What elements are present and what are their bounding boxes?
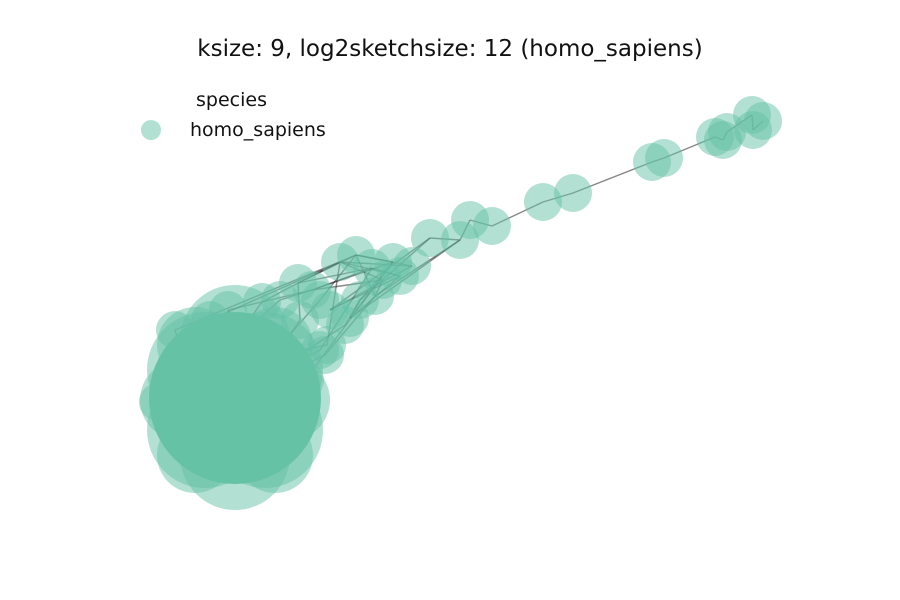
chart-title: ksize: 9, log2sketchsize: 12 (homo_sapie… (197, 36, 703, 62)
network-node (554, 174, 592, 212)
network-node (411, 219, 449, 257)
legend-marker (141, 120, 161, 140)
network-node (356, 277, 394, 315)
network-node (157, 417, 233, 493)
network-node (139, 383, 177, 421)
legend-title: species (196, 89, 267, 111)
legend-label: homo_sapiens (190, 119, 326, 141)
network-node (744, 102, 782, 140)
network-node (645, 139, 683, 177)
network-nodes (139, 96, 782, 510)
network-node (393, 247, 431, 285)
network-node (306, 336, 344, 374)
network-node (311, 291, 349, 329)
network-node (191, 301, 229, 339)
network-node (156, 311, 194, 349)
network-node (473, 207, 511, 245)
network-node (243, 283, 281, 321)
network-node (237, 417, 313, 493)
network-node (524, 183, 562, 221)
